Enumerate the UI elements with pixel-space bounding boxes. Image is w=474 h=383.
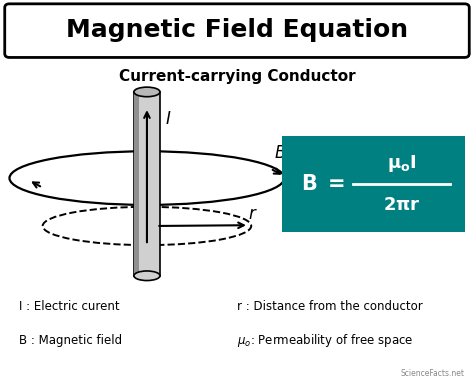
Text: B : Magnetic field: B : Magnetic field — [19, 334, 122, 347]
Text: B: B — [275, 144, 286, 162]
Text: I: I — [166, 110, 171, 128]
Text: Magnetic Field Equation: Magnetic Field Equation — [66, 18, 408, 42]
Bar — [134, 92, 160, 276]
Text: $\mathbf{\mu_o I}$: $\mathbf{\mu_o I}$ — [387, 153, 417, 173]
Text: $\mathbf{B}$$\ \mathbf{=}$: $\mathbf{B}$$\ \mathbf{=}$ — [301, 174, 345, 194]
Text: Current-carrying Conductor: Current-carrying Conductor — [118, 69, 356, 84]
Ellipse shape — [134, 271, 160, 280]
Text: ScienceFacts.net: ScienceFacts.net — [401, 370, 465, 378]
Text: r: r — [249, 205, 256, 223]
Text: $\mathbf{2\pi r}$: $\mathbf{2\pi r}$ — [383, 196, 420, 213]
Text: r : Distance from the conductor: r : Distance from the conductor — [237, 300, 423, 313]
FancyBboxPatch shape — [282, 136, 465, 232]
Ellipse shape — [134, 87, 160, 97]
FancyBboxPatch shape — [5, 4, 469, 57]
Text: $\mu_o$: Permeability of free space: $\mu_o$: Permeability of free space — [237, 332, 413, 349]
Text: I : Electric curent: I : Electric curent — [19, 300, 119, 313]
Bar — [134, 92, 139, 276]
